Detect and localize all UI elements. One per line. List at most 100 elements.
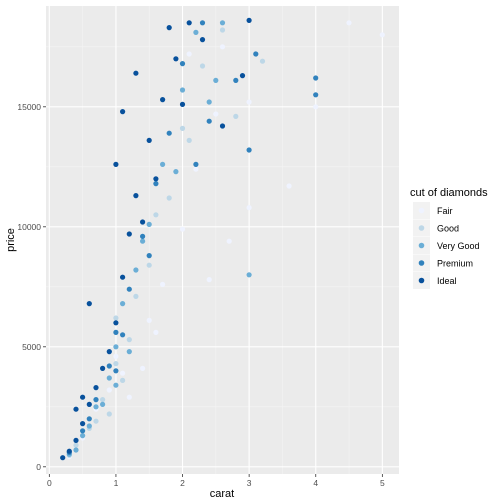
point-fair: [113, 353, 119, 359]
point-premium: [166, 130, 172, 136]
point-good: [126, 337, 132, 343]
point-very-good: [120, 301, 126, 307]
point-very-good: [193, 29, 199, 35]
point-very-good: [133, 267, 139, 273]
legend-label-ideal: Ideal: [437, 276, 457, 286]
point-ideal: [239, 73, 246, 79]
point-ideal: [113, 320, 119, 326]
point-ideal: [179, 101, 186, 107]
point-fair: [313, 104, 319, 110]
point-ideal: [60, 455, 66, 461]
x-tick-label: 5: [380, 478, 385, 488]
x-tick-label: 2: [180, 478, 185, 488]
point-very-good: [140, 238, 146, 244]
point-premium: [80, 428, 86, 434]
legend-title: cut of diamonds: [410, 187, 488, 199]
point-good: [93, 418, 99, 424]
point-very-good: [100, 401, 106, 407]
x-axis-ticks: 0 1 2 3 4 5: [47, 474, 385, 488]
point-ideal: [93, 385, 99, 391]
point-fair: [160, 281, 166, 287]
point-ideal: [133, 193, 139, 199]
legend-label-good: Good: [437, 224, 459, 234]
y-tick-label: 15000: [17, 102, 41, 112]
point-premium: [233, 77, 239, 83]
point-fair: [379, 32, 385, 38]
point-ideal: [73, 406, 79, 412]
point-ideal: [100, 365, 106, 371]
data-points: [60, 17, 385, 461]
point-fair: [206, 277, 212, 283]
point-ideal: [133, 70, 139, 76]
point-very-good: [179, 87, 186, 93]
point-good: [100, 397, 106, 403]
y-axis-title: price: [5, 228, 17, 252]
point-ideal: [246, 17, 252, 23]
y-tick-label: 10000: [17, 222, 41, 232]
point-fair: [186, 51, 192, 57]
point-premium: [313, 92, 319, 98]
x-tick-label: 0: [47, 478, 52, 488]
point-ideal: [86, 301, 92, 307]
point-very-good: [160, 161, 166, 167]
point-fair: [246, 99, 252, 105]
point-premium: [246, 147, 252, 153]
point-premium: [126, 286, 132, 292]
point-fair: [179, 226, 186, 232]
point-ideal: [106, 349, 112, 355]
point-premium: [206, 118, 212, 124]
point-fair: [213, 111, 219, 117]
point-premium: [153, 181, 159, 187]
point-fair: [219, 44, 226, 50]
point-ideal: [80, 394, 86, 400]
point-good: [106, 411, 112, 417]
legend-label-premium: Premium: [437, 259, 473, 269]
point-fair: [140, 365, 146, 371]
point-ideal: [173, 56, 179, 62]
point-ideal: [140, 219, 146, 225]
point-good: [179, 125, 186, 131]
point-very-good: [206, 99, 212, 105]
point-very-good: [113, 382, 119, 388]
x-tick-label: 1: [114, 478, 119, 488]
legend-label-very-good: Very Good: [437, 241, 480, 251]
point-very-good: [173, 169, 179, 175]
y-tick-label: 0: [36, 462, 41, 472]
point-premium: [179, 61, 186, 67]
point-premium: [106, 363, 112, 369]
point-ideal: [113, 161, 119, 167]
legend: cut of diamonds Fair Good Very Good Premium…: [410, 187, 488, 289]
point-very-good: [246, 272, 252, 278]
major-gridlines: [46, 6, 399, 474]
x-tick-label: 4: [313, 478, 318, 488]
point-fair: [146, 317, 152, 323]
y-tick-label: 5000: [22, 342, 41, 352]
legend-swatch-very-good: [418, 242, 425, 249]
point-good: [133, 293, 139, 299]
point-ideal: [126, 231, 132, 237]
point-good: [120, 377, 126, 383]
point-premium: [113, 368, 119, 374]
point-premium: [86, 416, 92, 422]
point-very-good: [80, 433, 86, 439]
point-fair: [193, 166, 199, 172]
point-fair: [126, 394, 132, 400]
point-ideal: [166, 25, 172, 31]
point-ideal: [199, 37, 206, 43]
point-ideal: [86, 401, 92, 407]
point-good: [233, 113, 239, 119]
point-ideal: [66, 448, 72, 454]
legend-swatch-premium: [418, 260, 425, 266]
point-premium: [199, 20, 206, 26]
point-ideal: [186, 20, 192, 26]
point-ideal: [80, 421, 86, 427]
point-ideal: [160, 97, 166, 103]
point-fair: [286, 183, 292, 189]
point-fair: [346, 20, 352, 26]
point-premium: [120, 332, 126, 338]
point-fair: [153, 329, 159, 335]
point-premium: [113, 329, 119, 335]
point-good: [166, 195, 172, 201]
point-premium: [140, 233, 146, 239]
